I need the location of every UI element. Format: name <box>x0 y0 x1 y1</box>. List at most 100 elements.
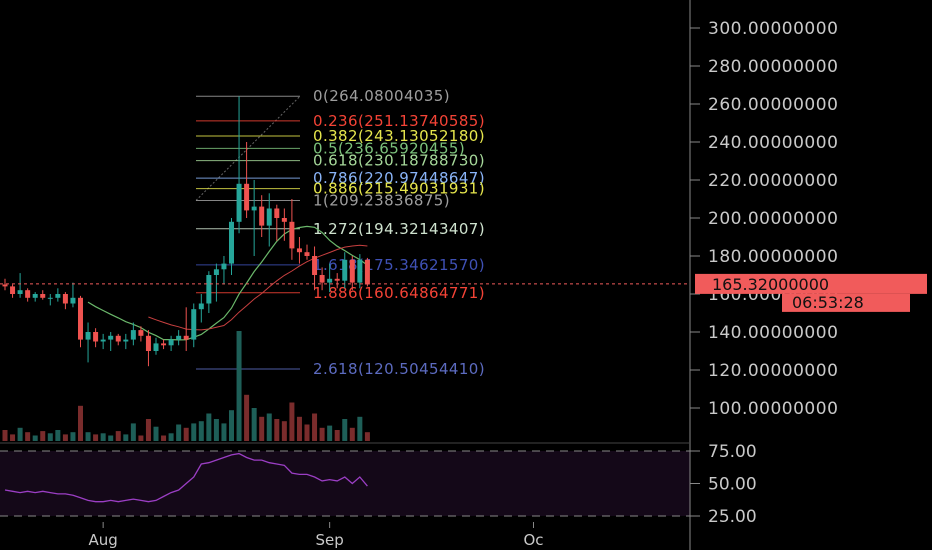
candle-body[interactable] <box>47 297 53 299</box>
current-price-label: 165.32000000 <box>712 275 829 294</box>
price-tick-label: 140.00000000 <box>708 323 838 343</box>
candle-body[interactable] <box>78 297 83 340</box>
fib-level-label: 0(264.08004035) <box>313 87 450 105</box>
candle-body[interactable] <box>289 221 295 249</box>
time-tick-label: Aug <box>89 531 118 549</box>
candle-body[interactable] <box>115 335 121 342</box>
candle-body[interactable] <box>40 294 46 298</box>
volume-bar <box>168 433 174 441</box>
candle-body[interactable] <box>32 294 38 298</box>
fib-level-label: 1.272(194.32143407) <box>313 220 485 238</box>
volume-bar <box>364 432 370 441</box>
candle-body[interactable] <box>206 275 212 304</box>
volume-bar <box>342 419 348 441</box>
candle-body[interactable] <box>274 208 280 219</box>
candle-body[interactable] <box>138 330 144 336</box>
fib-level-label: 0.236(251.13740585) <box>313 112 485 130</box>
price-tick-label: 300.00000000 <box>708 19 838 39</box>
candle-body[interactable] <box>244 183 250 211</box>
candle-body[interactable] <box>296 248 302 253</box>
volume-bar <box>281 421 287 441</box>
time-axis[interactable]: Aug Sep Oc <box>89 522 544 549</box>
price-tick-label: 240.00000000 <box>708 133 838 153</box>
volume-bar <box>266 413 272 441</box>
candle-body[interactable] <box>312 256 318 275</box>
candle-body[interactable] <box>176 335 182 340</box>
candle-body[interactable] <box>93 332 99 342</box>
fib-level-label: 2.618(120.50454410) <box>313 360 485 378</box>
volume-bar <box>319 427 325 441</box>
volume-bar <box>161 435 167 441</box>
rsi-indicator <box>0 450 690 517</box>
candle-body[interactable] <box>183 335 189 340</box>
candle-body[interactable] <box>304 252 310 256</box>
candle-body[interactable] <box>168 339 174 346</box>
volume-bar <box>47 433 53 441</box>
volume-bar <box>85 432 91 441</box>
candle-body[interactable] <box>213 269 219 275</box>
candle-body[interactable] <box>364 259 370 285</box>
candle-body[interactable] <box>62 294 68 304</box>
volume-bar <box>198 421 204 441</box>
candle-body[interactable] <box>319 275 325 283</box>
candle-body[interactable] <box>327 278 333 283</box>
candle-body[interactable] <box>25 290 31 298</box>
volume-bar <box>2 430 8 441</box>
candle-body[interactable] <box>281 218 287 222</box>
volume-bar <box>251 408 257 441</box>
candle-body[interactable] <box>342 259 348 281</box>
candle-body[interactable] <box>17 290 23 294</box>
candle-body[interactable] <box>153 343 159 351</box>
candle-body[interactable] <box>10 286 16 294</box>
candle-body[interactable] <box>191 309 197 340</box>
candlesticks[interactable] <box>2 96 370 367</box>
volume-bar <box>32 435 38 441</box>
candle-body[interactable] <box>100 339 106 342</box>
volume-bar <box>206 413 212 441</box>
candle-body[interactable] <box>130 330 136 340</box>
volume-bar <box>17 427 23 441</box>
volume-bar <box>153 426 159 441</box>
volume-bar <box>55 430 61 441</box>
volume-bar <box>213 419 219 441</box>
candle-body[interactable] <box>123 339 129 342</box>
candle-body[interactable] <box>251 206 257 211</box>
candle-body[interactable] <box>70 297 76 304</box>
candle-body[interactable] <box>145 335 151 351</box>
volume-bar <box>236 331 242 441</box>
volume-bar <box>229 410 234 441</box>
candle-body[interactable] <box>259 206 265 226</box>
candle-body[interactable] <box>221 263 227 270</box>
candle-body[interactable] <box>108 335 114 340</box>
price-tick-label: 120.00000000 <box>708 361 838 381</box>
countdown-label: 06:53:28 <box>792 293 864 312</box>
volume-bar <box>176 424 182 441</box>
price-tick-label: 260.00000000 <box>708 95 838 115</box>
candle-body[interactable] <box>357 259 363 283</box>
volume-bar <box>259 416 265 441</box>
rsi-line <box>4 452 368 503</box>
price-axis[interactable]: 300.00000000 280.00000000 260.00000000 240.… <box>690 19 838 527</box>
candle-body[interactable] <box>161 343 167 346</box>
candle-body[interactable] <box>349 259 355 283</box>
volume-bars <box>2 331 370 441</box>
candle-body[interactable] <box>85 332 91 340</box>
fib-level-label: 1.886(160.64864771) <box>313 284 485 302</box>
moving-average-line <box>87 225 368 341</box>
current-price-badge <box>695 273 927 294</box>
time-tick-label: Oc <box>523 531 543 549</box>
candle-body[interactable] <box>266 208 272 226</box>
volume-bar <box>244 394 250 441</box>
candle-body[interactable] <box>198 303 204 310</box>
candle-body[interactable] <box>229 221 234 264</box>
candle-body[interactable] <box>334 278 340 281</box>
volume-bar <box>115 431 121 441</box>
candle-body[interactable] <box>2 284 8 287</box>
moving-averages <box>87 225 368 341</box>
candle-body[interactable] <box>55 294 61 298</box>
candle-body[interactable] <box>236 183 242 222</box>
volume-bar <box>100 433 106 441</box>
volume-bar <box>296 416 302 441</box>
price-tick-label: 280.00000000 <box>708 57 838 77</box>
